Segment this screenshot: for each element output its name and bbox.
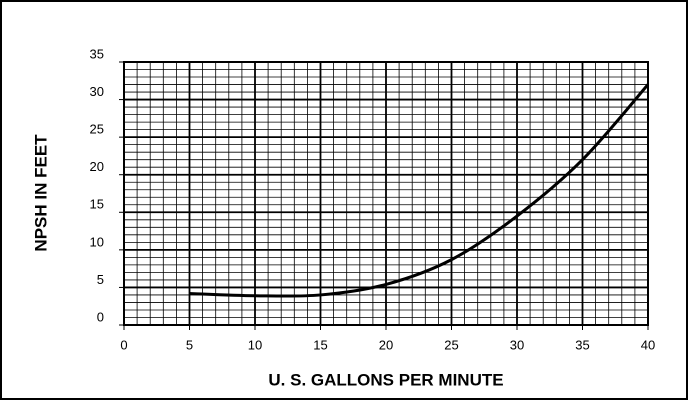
- x-tick-label: 30: [510, 337, 524, 352]
- y-axis-title: NPSH IN FEET: [31, 134, 50, 252]
- x-tick-label: 35: [575, 337, 589, 352]
- y-tick-label: 30: [90, 84, 104, 99]
- y-tick-label: 0: [97, 309, 104, 324]
- x-axis-title: U. S. GALLONS PER MINUTE: [268, 370, 503, 389]
- plot-frame: [123, 61, 649, 326]
- x-tick-label: 15: [313, 337, 327, 352]
- y-tick-label: 35: [90, 46, 104, 61]
- y-tick-label: 25: [90, 122, 104, 137]
- x-tick-label: 20: [379, 337, 393, 352]
- y-tick-label: 5: [97, 272, 104, 287]
- x-tick-label: 40: [641, 337, 655, 352]
- y-tick-label: 15: [90, 197, 104, 212]
- x-tick-label: 5: [186, 337, 193, 352]
- y-tick-label: 10: [90, 234, 104, 249]
- x-tick-label: 0: [120, 337, 127, 352]
- x-tick-label: 25: [444, 337, 458, 352]
- y-tick-label: 20: [90, 159, 104, 174]
- x-tick-label: 10: [248, 337, 262, 352]
- npsh-curve: [189, 83, 650, 298]
